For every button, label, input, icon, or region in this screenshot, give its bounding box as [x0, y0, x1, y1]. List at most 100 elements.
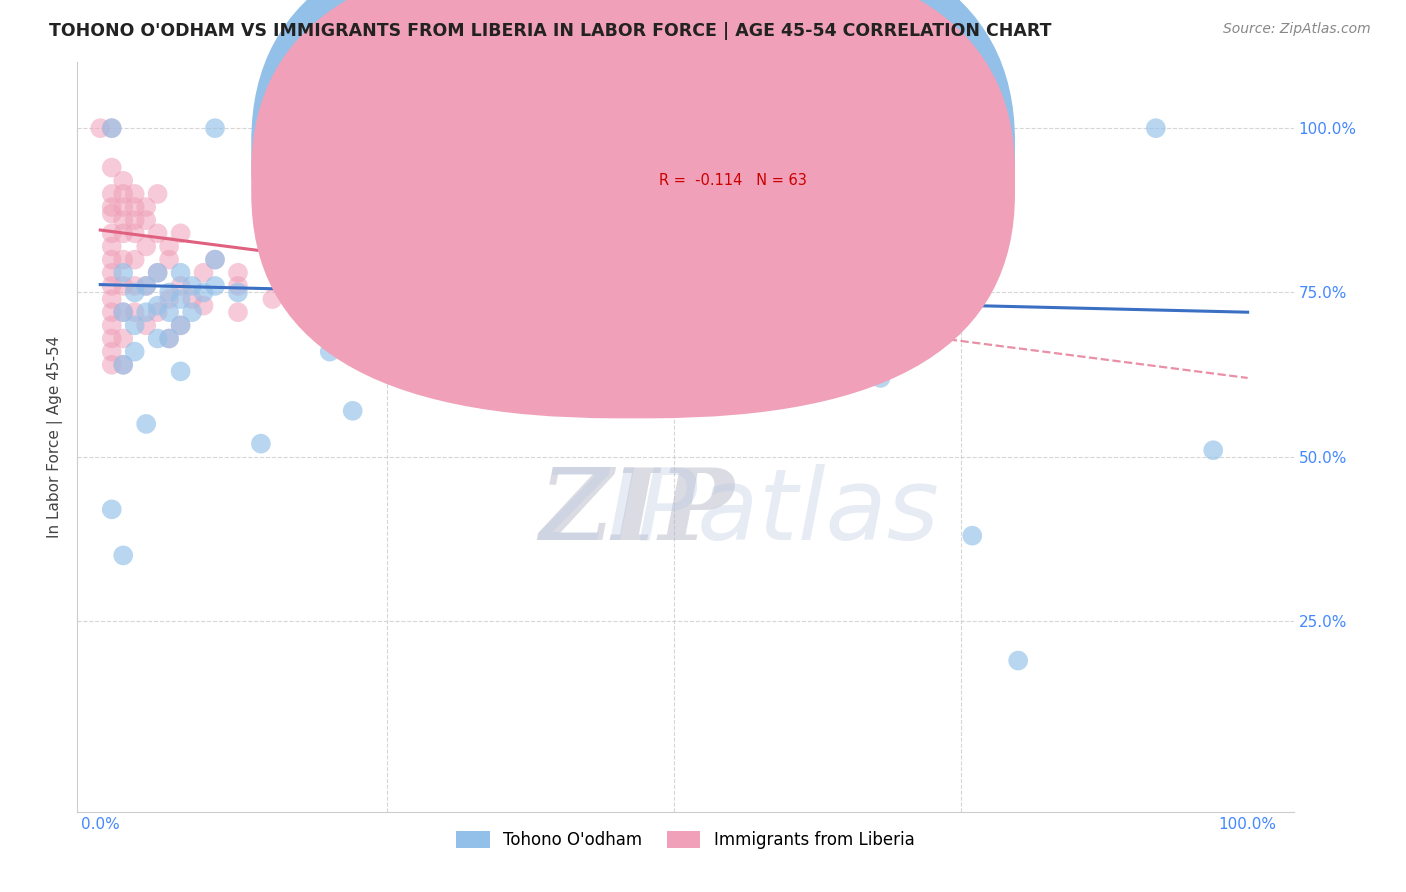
Point	[135, 200, 157, 214]
Point	[169, 266, 191, 280]
Point	[204, 252, 226, 267]
Point	[181, 305, 204, 319]
Point	[100, 200, 122, 214]
Point	[169, 364, 191, 378]
Point	[869, 121, 891, 136]
Point	[262, 252, 284, 267]
Point	[342, 404, 364, 418]
Point	[100, 121, 122, 136]
Point	[1202, 443, 1225, 458]
Point	[135, 417, 157, 431]
Point	[204, 252, 226, 267]
Point	[124, 213, 146, 227]
Point	[100, 186, 122, 201]
Point	[193, 266, 215, 280]
Point	[169, 292, 191, 306]
Legend: Tohono O'odham, Immigrants from Liberia: Tohono O'odham, Immigrants from Liberia	[450, 824, 921, 855]
Point	[295, 279, 318, 293]
Point	[135, 239, 157, 253]
Point	[112, 549, 135, 563]
Text: ZIP: ZIP	[540, 464, 734, 560]
Point	[226, 305, 249, 319]
Point	[100, 121, 122, 136]
Point	[112, 305, 135, 319]
FancyBboxPatch shape	[252, 0, 1015, 418]
Point	[112, 200, 135, 214]
Point	[100, 358, 122, 372]
Point	[146, 227, 169, 241]
Text: R =  -0.114   N = 63: R = -0.114 N = 63	[658, 173, 807, 188]
Point	[135, 305, 157, 319]
Point	[100, 161, 122, 175]
Point	[146, 186, 169, 201]
Point	[112, 174, 135, 188]
Point	[146, 266, 169, 280]
Point	[112, 186, 135, 201]
Point	[342, 266, 364, 280]
Point	[193, 299, 215, 313]
Point	[124, 305, 146, 319]
Point	[100, 344, 122, 359]
Point	[89, 121, 111, 136]
Point	[135, 279, 157, 293]
Point	[146, 299, 169, 313]
Text: R =  -0.092   N = 29: R = -0.092 N = 29	[658, 143, 807, 158]
Point	[250, 436, 273, 450]
Point	[124, 318, 146, 333]
Point	[204, 279, 226, 293]
Point	[124, 279, 146, 293]
Point	[169, 227, 191, 241]
Point	[124, 344, 146, 359]
Point	[204, 121, 226, 136]
Text: TOHONO O'ODHAM VS IMMIGRANTS FROM LIBERIA IN LABOR FORCE | AGE 45-54 CORRELATION: TOHONO O'ODHAM VS IMMIGRANTS FROM LIBERI…	[49, 22, 1052, 40]
Point	[100, 206, 122, 220]
Point	[100, 502, 122, 516]
Point	[342, 279, 364, 293]
Point	[193, 285, 215, 300]
Point	[100, 305, 122, 319]
Point	[112, 358, 135, 372]
Point	[124, 252, 146, 267]
Point	[112, 266, 135, 280]
Point	[169, 318, 191, 333]
FancyBboxPatch shape	[252, 0, 1015, 388]
Point	[295, 239, 318, 253]
Point	[100, 279, 122, 293]
FancyBboxPatch shape	[595, 122, 893, 212]
Point	[262, 292, 284, 306]
Point	[319, 344, 342, 359]
Point	[100, 318, 122, 333]
Point	[169, 318, 191, 333]
Text: ZIPatlas: ZIPatlas	[540, 464, 939, 560]
Point	[157, 331, 180, 345]
Point	[157, 239, 180, 253]
Point	[124, 186, 146, 201]
Point	[112, 358, 135, 372]
Point	[124, 227, 146, 241]
Point	[135, 213, 157, 227]
Point	[893, 121, 915, 136]
Point	[1007, 654, 1029, 668]
Point	[112, 331, 135, 345]
Point	[157, 305, 180, 319]
Point	[112, 213, 135, 227]
Point	[146, 331, 169, 345]
Point	[100, 292, 122, 306]
Point	[226, 266, 249, 280]
Point	[226, 279, 249, 293]
Point	[124, 200, 146, 214]
Point	[135, 279, 157, 293]
Point	[226, 285, 249, 300]
Point	[135, 318, 157, 333]
Point	[157, 252, 180, 267]
Point	[984, 121, 1007, 136]
Point	[169, 279, 191, 293]
Point	[181, 279, 204, 293]
Point	[157, 285, 180, 300]
Point	[1144, 121, 1167, 136]
Point	[100, 331, 122, 345]
Point	[157, 331, 180, 345]
Point	[100, 266, 122, 280]
Point	[112, 279, 135, 293]
Point	[100, 227, 122, 241]
